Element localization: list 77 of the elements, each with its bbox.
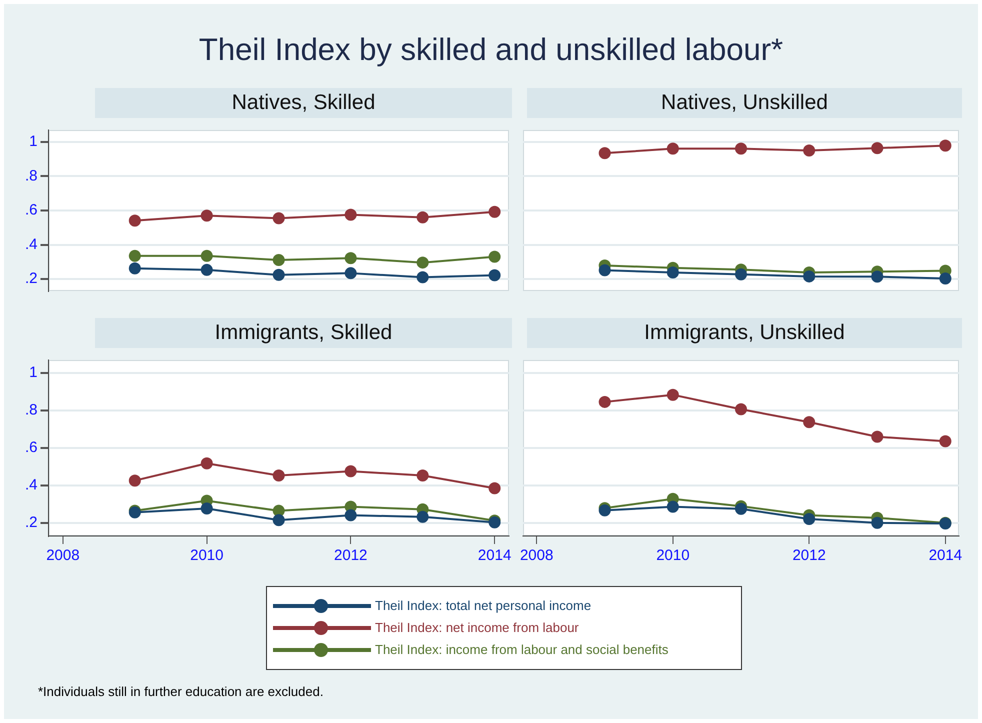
y-tick-label: .6	[24, 202, 38, 219]
point	[598, 264, 611, 276]
x-tick-label: 2012	[792, 547, 826, 564]
point	[344, 465, 357, 478]
chart-title: Immigrants, Skilled	[95, 318, 512, 348]
text: Theil Index: net income from labour	[375, 620, 579, 635]
y-tick-label: .8	[24, 402, 38, 419]
point	[272, 212, 285, 224]
point	[344, 252, 357, 264]
point	[871, 516, 884, 529]
y-tick-label: .4	[24, 476, 38, 494]
point	[416, 211, 429, 224]
x-tick-label: 2010	[190, 547, 224, 564]
x-tick-label: 2012	[334, 547, 368, 564]
point	[598, 396, 611, 408]
point	[803, 512, 816, 525]
point	[200, 250, 213, 262]
y-tick-label: .6	[24, 439, 38, 456]
chart-title: Natives, Unskilled	[527, 88, 962, 118]
point	[416, 256, 429, 269]
point	[128, 250, 141, 262]
point	[803, 416, 816, 428]
point	[416, 271, 429, 284]
point	[666, 500, 679, 513]
point	[939, 140, 952, 152]
point	[939, 435, 952, 448]
point	[488, 269, 501, 282]
y-tick-label: .8	[24, 167, 38, 184]
y-tick-label: 1	[29, 364, 38, 382]
point	[272, 268, 285, 281]
point	[735, 268, 747, 280]
point	[272, 470, 285, 482]
point	[416, 470, 429, 482]
point	[488, 250, 501, 263]
point	[200, 502, 213, 514]
point	[272, 514, 285, 526]
y-tick-label: .2	[24, 514, 38, 532]
text: Theil Index: total net personal income	[375, 598, 592, 613]
y-tick-label: .4	[24, 236, 38, 253]
point	[803, 144, 816, 157]
point	[200, 210, 213, 222]
point	[416, 510, 429, 523]
point	[200, 457, 213, 470]
point	[488, 482, 501, 494]
point	[666, 388, 679, 401]
point	[871, 270, 884, 283]
point	[344, 208, 357, 221]
chart-title: Immigrants, Unskilled	[527, 318, 962, 348]
point	[128, 474, 141, 487]
point	[939, 272, 952, 284]
point	[735, 142, 747, 155]
point	[871, 142, 884, 154]
text: *Individuals still in further education are excluded.	[38, 684, 324, 699]
point	[200, 264, 213, 276]
point	[128, 262, 141, 274]
point	[735, 502, 747, 515]
x-tick-label: 2014	[928, 547, 962, 564]
point	[666, 142, 679, 155]
y-tick-label: 1	[29, 133, 38, 150]
point	[344, 267, 357, 280]
point	[598, 147, 611, 160]
point	[344, 509, 357, 522]
point	[666, 266, 679, 278]
text: Theil Index: income from labour and social benefits	[375, 642, 668, 657]
x-tick-label: 2008	[46, 547, 80, 564]
point	[272, 254, 285, 266]
point	[871, 430, 884, 443]
point	[803, 270, 816, 282]
chart-title: Natives, Skilled	[95, 88, 512, 118]
x-tick-label: 2010	[656, 547, 690, 564]
y-tick-label: .2	[24, 270, 38, 288]
point	[488, 206, 501, 218]
text: Theil Index by skilled and unskilled labour*	[198, 32, 784, 68]
point	[128, 214, 141, 227]
x-tick-label: 2014	[478, 547, 512, 564]
point	[735, 403, 747, 416]
x-tick-label: 2008	[520, 547, 554, 564]
